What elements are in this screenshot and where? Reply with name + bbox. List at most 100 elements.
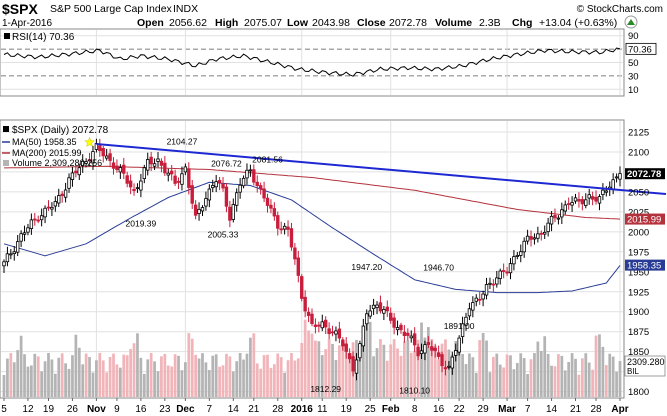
candle xyxy=(149,151,153,172)
volume-bar xyxy=(149,353,153,397)
candle xyxy=(142,164,147,184)
price-annotation: 2104.27 xyxy=(167,137,198,147)
x-tick-label: Mar xyxy=(498,404,516,415)
candle xyxy=(447,360,451,370)
price-tick-label: 2050 xyxy=(628,187,649,198)
volume-bar xyxy=(228,356,232,397)
volume-bar xyxy=(611,356,615,397)
x-tick-label: 14 xyxy=(228,404,240,415)
candle xyxy=(224,183,229,213)
candle xyxy=(501,263,506,279)
candle xyxy=(577,192,581,208)
candle xyxy=(245,163,249,185)
volume-bar xyxy=(307,330,310,397)
close-label: Close xyxy=(357,17,386,29)
volume-bar xyxy=(101,360,105,397)
x-tick-label: 12 xyxy=(22,404,34,415)
price-tick-label: 2125 xyxy=(628,127,649,138)
volume-bar xyxy=(536,341,540,397)
candle xyxy=(477,292,482,305)
candle xyxy=(238,178,242,199)
ma50-line xyxy=(3,181,621,294)
x-tick-label: 22 xyxy=(454,404,466,415)
volume-bar xyxy=(184,362,187,397)
volume-bars xyxy=(2,319,622,397)
volume-bar xyxy=(461,353,464,397)
volume-bar xyxy=(598,334,601,397)
volume-bar xyxy=(509,355,512,397)
candle xyxy=(190,179,194,209)
candle xyxy=(84,158,88,168)
candle xyxy=(125,171,129,188)
volume-tag: 2309.280 BIL xyxy=(624,355,666,377)
ma200-tag: 2015.99 xyxy=(625,213,665,226)
volume-bar xyxy=(238,353,242,397)
volume-bar xyxy=(293,360,297,397)
price-tick-label: 1950 xyxy=(628,267,649,278)
volume-bar xyxy=(40,371,44,397)
volume-bar xyxy=(30,365,33,397)
x-tick-label: 21 xyxy=(570,404,582,415)
candle xyxy=(166,168,170,182)
volume-bar xyxy=(488,372,492,397)
price-tick-label: 1975 xyxy=(628,247,649,258)
candle xyxy=(173,169,177,186)
volume-bar xyxy=(338,345,341,397)
candle xyxy=(36,215,40,224)
volume-bar xyxy=(379,339,382,397)
volume-bar xyxy=(485,340,488,397)
candle xyxy=(382,306,386,320)
volume-bar xyxy=(601,346,605,397)
price-tag: 2072.78 xyxy=(625,168,665,180)
volume-bar xyxy=(546,353,550,397)
volume-bar xyxy=(255,363,259,397)
volume-bar xyxy=(9,353,13,397)
volume-bar xyxy=(139,357,143,397)
volume-bar xyxy=(221,365,225,397)
candle xyxy=(423,340,427,361)
rsi-tick-label: 30 xyxy=(628,71,639,82)
volume-bar xyxy=(105,372,109,397)
volume-bar xyxy=(53,373,57,397)
x-tick-label: 9 xyxy=(114,404,120,415)
volume-bar xyxy=(276,353,280,397)
candle xyxy=(231,198,235,223)
volume-bar xyxy=(163,353,167,397)
candle xyxy=(515,251,520,260)
volume-bar xyxy=(118,367,122,397)
svg-text:BIL: BIL xyxy=(627,367,640,376)
price-annotations: 2104.27 2076.72 2081.56 2019.39 2005.33 1947.… xyxy=(126,137,475,396)
candle xyxy=(217,176,222,191)
candle xyxy=(368,304,372,320)
price-annotation: 2005.33 xyxy=(208,230,239,240)
candle xyxy=(426,336,431,349)
svg-text:2309.280: 2309.280 xyxy=(627,357,665,367)
volume-bar xyxy=(553,366,557,397)
price-annotation: 2081.56 xyxy=(252,155,283,165)
ma50-tag: 1958.35 xyxy=(625,259,665,272)
candle xyxy=(358,340,362,362)
volume-bar xyxy=(344,347,348,397)
candle xyxy=(460,316,465,344)
candle xyxy=(337,321,342,344)
candle xyxy=(556,215,561,225)
volume-bar xyxy=(375,348,379,397)
volume-bar xyxy=(361,332,365,397)
price-tick-label: 1925 xyxy=(628,287,649,298)
volume-bar xyxy=(290,353,293,397)
candle xyxy=(2,259,6,273)
volume-bar xyxy=(392,339,396,397)
candle xyxy=(597,194,602,211)
volume-bar xyxy=(495,353,499,397)
price-tick-label: 1800 xyxy=(628,387,649,398)
symbol-label: $SPX xyxy=(2,1,38,17)
candle xyxy=(484,277,489,300)
volume-bar xyxy=(515,363,519,397)
candle xyxy=(563,200,567,215)
candle xyxy=(115,159,119,173)
volume-bar xyxy=(519,353,523,397)
candle xyxy=(296,250,301,283)
candle xyxy=(529,230,533,247)
